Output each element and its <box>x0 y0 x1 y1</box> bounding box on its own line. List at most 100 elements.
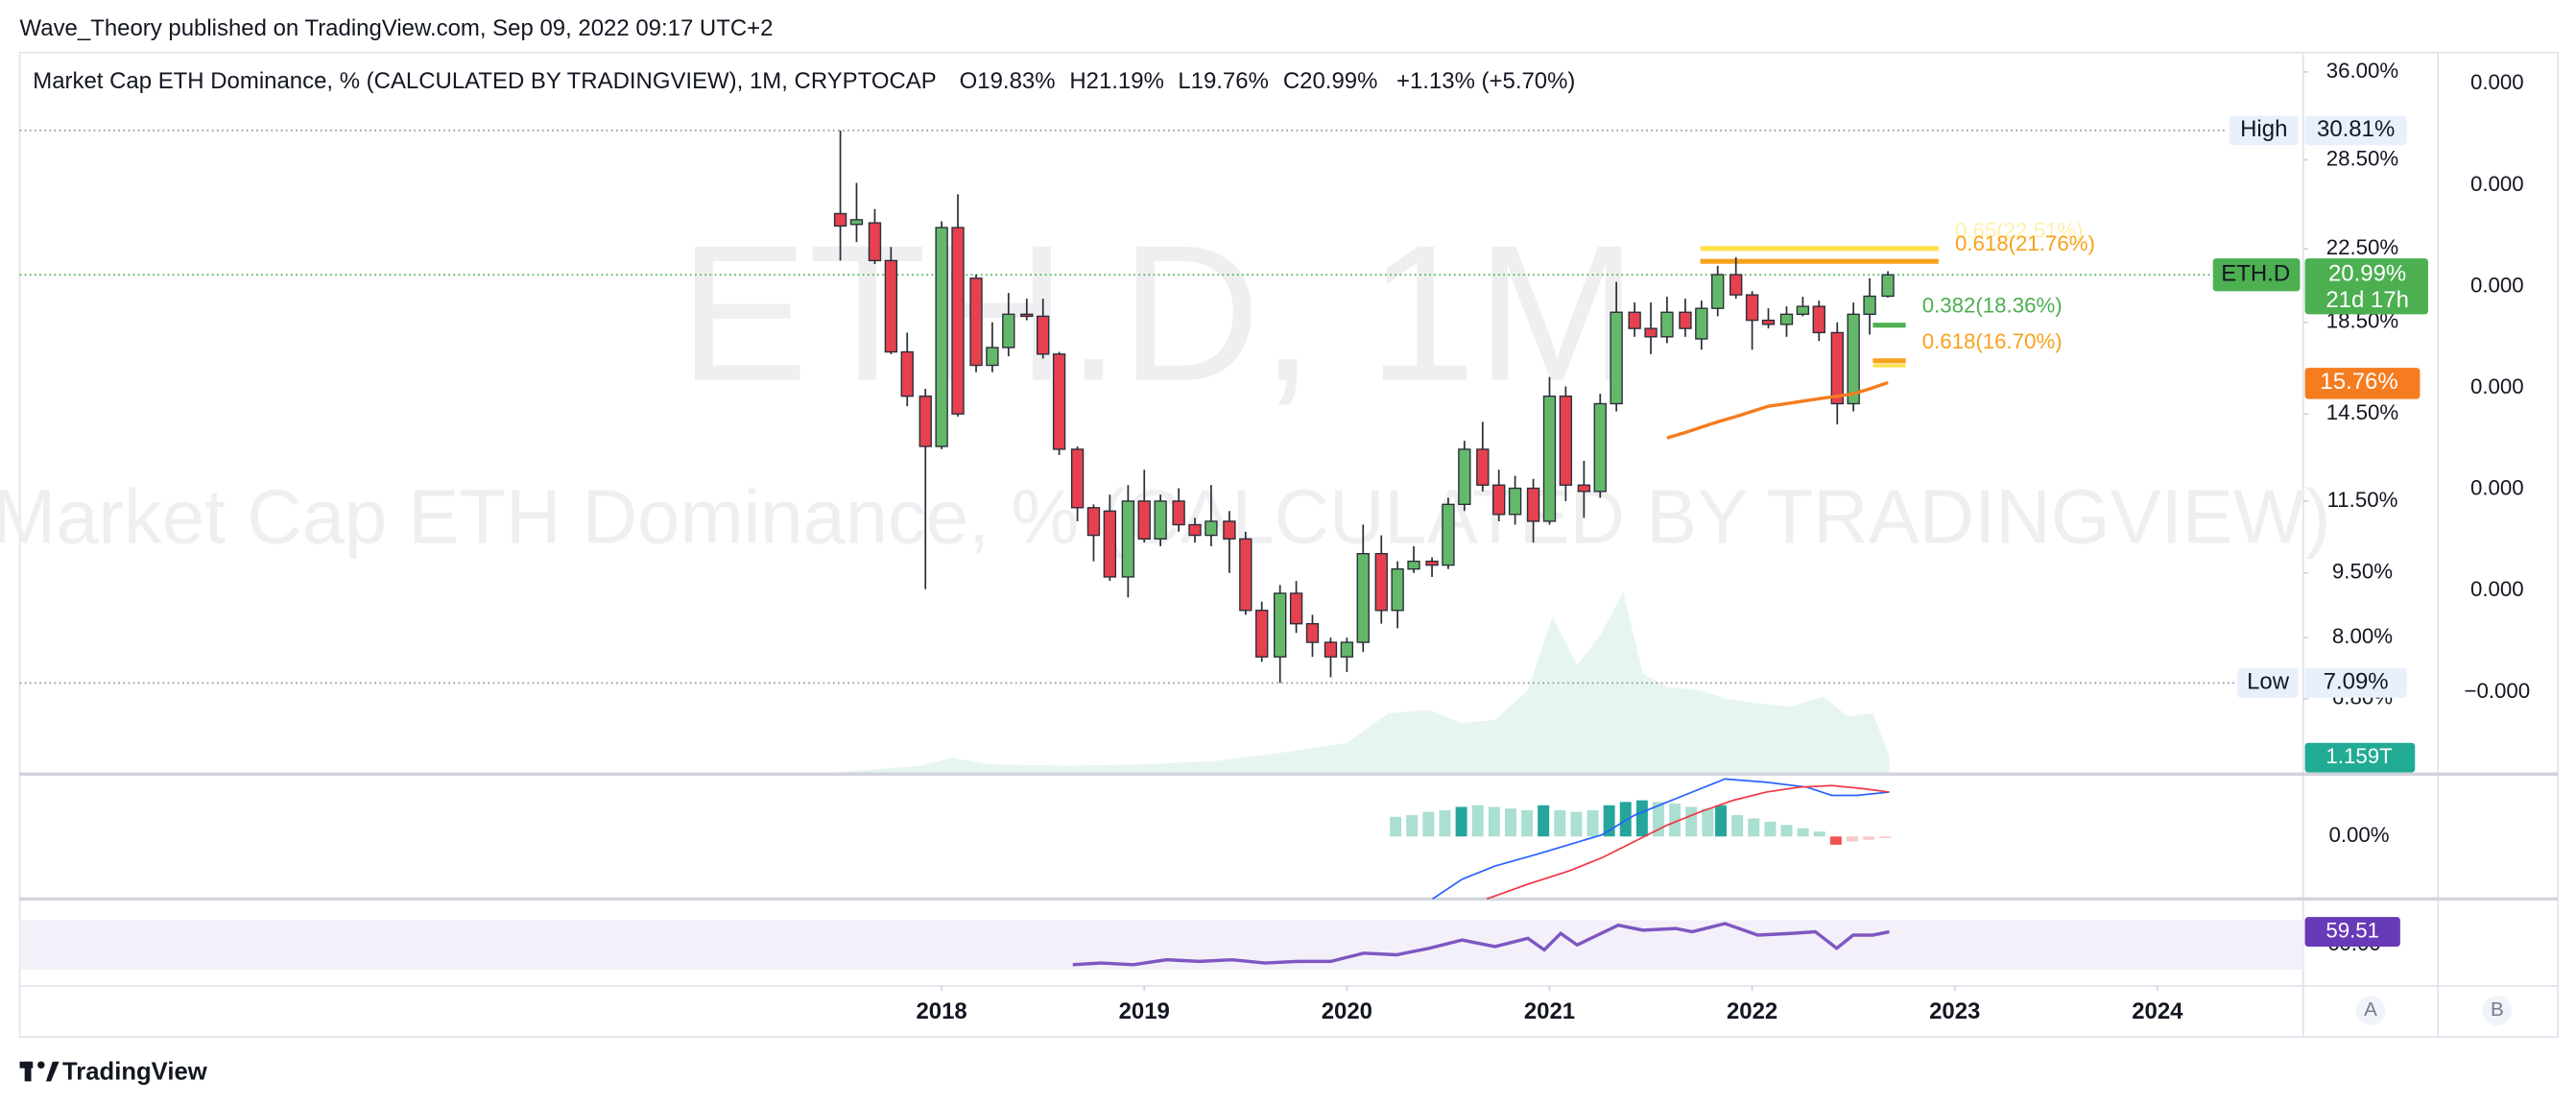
candle-body <box>1729 274 1743 296</box>
candle-body <box>849 219 864 226</box>
y-tick-label: 9.50% <box>2332 560 2393 584</box>
macd-signal <box>1486 784 1890 901</box>
candle-body <box>1340 641 1354 658</box>
y-tick-label: 8.00% <box>2332 624 2393 648</box>
y-tick-label: 14.50% <box>2326 400 2398 424</box>
x-tick-label: 2021 <box>1524 998 1575 1024</box>
candle-body <box>1628 311 1641 329</box>
candle-body <box>1559 395 1573 486</box>
macd-histogram <box>1390 800 1892 845</box>
candle-body <box>951 227 965 415</box>
candle-body <box>969 277 983 367</box>
candle-body <box>1881 274 1895 298</box>
frame <box>18 51 2560 1038</box>
candle-body <box>1830 331 1844 405</box>
candle-body <box>1188 523 1202 537</box>
scale-button-label: B <box>2491 998 2504 1021</box>
candle-body <box>1711 274 1725 309</box>
candle-body <box>1492 484 1506 516</box>
candle-body <box>1660 311 1674 338</box>
candle-body <box>1356 553 1370 643</box>
x-tick-label: 2018 <box>916 998 966 1024</box>
y-tick-label: 28.50% <box>2326 146 2398 170</box>
candle-body <box>1745 294 1759 322</box>
scale-button[interactable] <box>2482 996 2513 1026</box>
x-tick-label: 2019 <box>1119 998 1170 1024</box>
scale-button-label: A <box>2364 998 2377 1021</box>
candle-body <box>884 259 898 353</box>
candle-body <box>1476 448 1490 486</box>
candle-body <box>1796 305 1810 316</box>
candle-body <box>1205 520 1218 537</box>
x-tick-label: 2020 <box>1322 998 1372 1024</box>
x-tick-label: 2022 <box>1727 998 1777 1024</box>
rsi-line <box>1072 922 1890 967</box>
fib-label: 0.65(22.51%) <box>1955 219 2084 243</box>
fib-label: 0.382(18.36%) <box>1922 294 2063 318</box>
legend-low: L19.76% <box>1178 68 1269 94</box>
rsi-badge <box>2304 917 2400 947</box>
candle-body <box>1324 641 1338 658</box>
candle-body <box>1644 327 1658 338</box>
candle-body <box>986 347 999 367</box>
candle-body <box>1223 520 1236 541</box>
ma-badge <box>2304 368 2421 399</box>
candle-body <box>1002 313 1015 349</box>
candle-body <box>1542 395 1557 522</box>
legend-close: C20.99% <box>1283 68 1378 94</box>
candle-body <box>1137 500 1151 541</box>
candle-body <box>1052 353 1066 450</box>
y-tick-label: 11.50% <box>2327 488 2398 512</box>
x-tick-label: 2024 <box>2132 998 2183 1024</box>
brand-name: TradingView <box>62 1059 207 1086</box>
marker-name-badge <box>2229 115 2299 146</box>
symbol-label: ETH.D <box>2221 261 2290 287</box>
candle-body <box>1086 507 1101 537</box>
rsi-band <box>19 920 2303 970</box>
candle-body <box>1255 610 1269 658</box>
candle-body <box>1289 592 1303 625</box>
x-tick-label: 2023 <box>1929 998 1980 1024</box>
candle-body <box>1391 567 1404 612</box>
secondary-scale-label: 0.000 <box>2470 273 2524 297</box>
marker-value-badge <box>2304 115 2407 146</box>
candle-body <box>1172 500 1185 526</box>
candle-body <box>1577 484 1591 493</box>
candle-body <box>1037 315 1050 355</box>
marker-name-badge <box>2237 667 2299 698</box>
candle-body <box>918 395 932 447</box>
candle-body <box>1374 553 1388 612</box>
candle-body <box>1239 538 1252 612</box>
macd-label: 0.00% <box>2329 823 2390 847</box>
volume-area <box>837 591 1890 773</box>
countdown: 21d 17h <box>2326 287 2409 313</box>
scale-button[interactable] <box>2355 996 2386 1026</box>
legend-open: O19.83% <box>960 68 1056 94</box>
secondary-scale-label: 0.000 <box>2470 172 2524 196</box>
candle-body <box>1442 503 1455 566</box>
marker-value-badge <box>2304 667 2407 698</box>
candle-body <box>1121 500 1135 578</box>
secondary-scale-label: 0.000 <box>2470 374 2524 398</box>
marker-value: 7.09% <box>2324 669 2389 695</box>
candle-body <box>900 350 914 397</box>
macd-line <box>1432 778 1890 901</box>
y-tick-label: 36.00% <box>2326 59 2398 83</box>
marker-value: 30.81% <box>2317 116 2395 142</box>
publisher: Wave_Theory published on TradingView.com… <box>20 15 774 41</box>
candle-body <box>1458 448 1471 506</box>
last-price-label: 20.99% <box>2328 261 2406 287</box>
candle-body <box>1812 305 1825 334</box>
candle-body <box>1508 487 1522 516</box>
candle-body <box>1610 311 1623 405</box>
candle-body <box>1847 313 1860 405</box>
candle-body <box>1305 622 1320 643</box>
candle-body <box>1070 448 1085 509</box>
moving-average <box>1666 380 1889 440</box>
volume-badge <box>2304 742 2416 773</box>
candle-body <box>1779 313 1794 325</box>
brand-logo <box>19 1061 60 1082</box>
candle-body <box>935 227 948 447</box>
